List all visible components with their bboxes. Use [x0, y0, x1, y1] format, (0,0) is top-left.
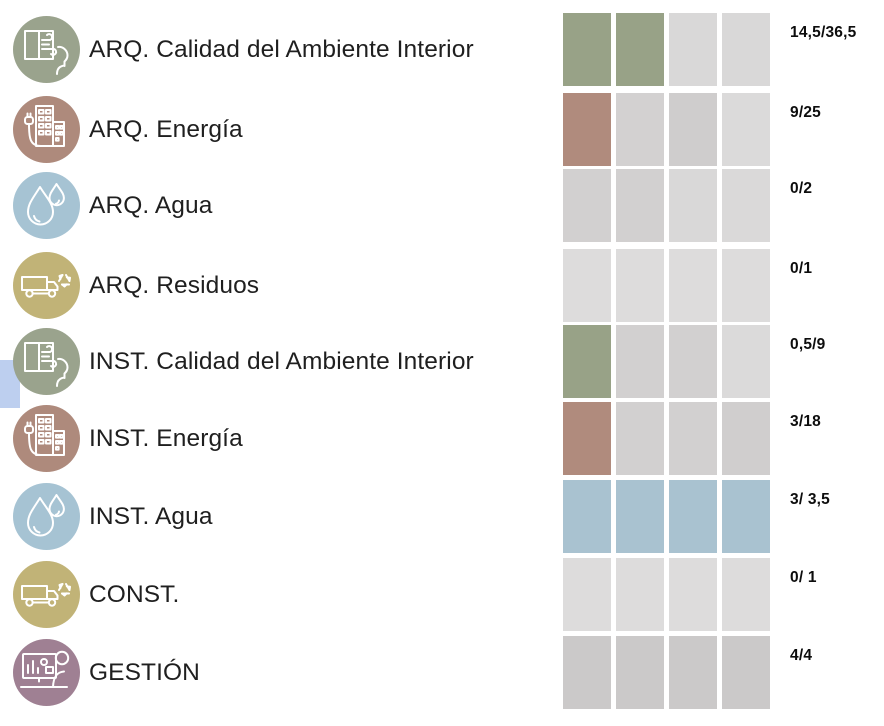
score-value: 4/4	[790, 647, 813, 664]
management-icon	[13, 639, 80, 706]
score-cell	[616, 325, 664, 398]
score-cell	[563, 249, 611, 322]
score-cell	[563, 325, 611, 398]
score-value: 0,5/9	[790, 336, 826, 353]
score-cell	[616, 93, 664, 166]
score-cell	[563, 93, 611, 166]
score-cells	[563, 636, 770, 709]
score-cell	[722, 13, 770, 86]
score-cells	[563, 558, 770, 631]
category-label: ARQ. Agua	[89, 191, 213, 219]
score-cells	[563, 13, 770, 86]
energy-icon	[13, 96, 80, 163]
score-cell	[563, 169, 611, 242]
score-value: 3/18	[790, 413, 821, 430]
score-cells	[563, 249, 770, 322]
score-cell	[616, 636, 664, 709]
score-cell	[616, 402, 664, 475]
energy-icon	[13, 405, 80, 472]
score-cell	[669, 13, 717, 86]
category-row-inst-calidad: INST. Calidad del Ambiente Interior 0,5/…	[0, 325, 884, 398]
water-drops-icon	[13, 172, 80, 239]
score-cell	[669, 93, 717, 166]
category-row-const: CONST. 0/ 1	[0, 558, 884, 631]
score-cell	[722, 325, 770, 398]
category-label: ARQ. Calidad del Ambiente Interior	[89, 35, 474, 63]
score-value: 3/ 3,5	[790, 491, 830, 508]
score-cell	[563, 13, 611, 86]
score-cell	[616, 13, 664, 86]
score-cells	[563, 169, 770, 242]
category-label: ARQ. Energía	[89, 115, 243, 143]
score-cell	[669, 249, 717, 322]
score-cell	[563, 636, 611, 709]
score-cell	[669, 480, 717, 553]
category-row-arq-calidad: ARQ. Calidad del Ambiente Interior 14,5/…	[0, 13, 884, 86]
score-cell	[722, 402, 770, 475]
score-cell	[563, 402, 611, 475]
score-value: 0/1	[790, 260, 813, 277]
score-cell	[616, 558, 664, 631]
category-label: INST. Calidad del Ambiente Interior	[89, 347, 474, 375]
score-value: 9/25	[790, 104, 821, 121]
score-cell	[722, 558, 770, 631]
category-row-arq-energia: ARQ. Energía 9/25	[0, 93, 884, 166]
score-cell	[722, 636, 770, 709]
category-row-arq-residuos: ARQ. Residuos 0/1	[0, 249, 884, 322]
indoor-air-quality-icon	[13, 16, 80, 83]
score-value: 14,5/36,5	[790, 24, 857, 41]
indoor-air-quality-icon	[13, 328, 80, 395]
score-cell	[722, 169, 770, 242]
category-row-gestion: GESTIÓN 4/4	[0, 636, 884, 709]
score-value: 0/2	[790, 180, 813, 197]
score-value: 0/ 1	[790, 569, 817, 586]
water-drops-icon	[13, 483, 80, 550]
score-cells	[563, 93, 770, 166]
waste-truck-icon	[13, 252, 80, 319]
score-cell	[669, 402, 717, 475]
score-cell	[616, 169, 664, 242]
category-row-inst-energia: INST. Energía 3/18	[0, 402, 884, 475]
category-row-arq-agua: ARQ. Agua 0/2	[0, 169, 884, 242]
score-cell	[722, 93, 770, 166]
category-label: INST. Agua	[89, 502, 213, 530]
score-cell	[669, 325, 717, 398]
score-cell	[669, 636, 717, 709]
category-row-inst-agua: INST. Agua 3/ 3,5	[0, 480, 884, 553]
score-cell	[722, 480, 770, 553]
category-label: INST. Energía	[89, 424, 243, 452]
category-label: ARQ. Residuos	[89, 271, 260, 299]
score-cells	[563, 480, 770, 553]
score-cells	[563, 402, 770, 475]
category-label: GESTIÓN	[89, 658, 200, 686]
score-cell	[563, 480, 611, 553]
waste-truck-icon	[13, 561, 80, 628]
score-cell	[722, 249, 770, 322]
score-cell	[616, 249, 664, 322]
score-cell	[669, 558, 717, 631]
category-label: CONST.	[89, 580, 180, 608]
score-cell	[669, 169, 717, 242]
score-cell	[616, 480, 664, 553]
score-cell	[563, 558, 611, 631]
score-cells	[563, 325, 770, 398]
